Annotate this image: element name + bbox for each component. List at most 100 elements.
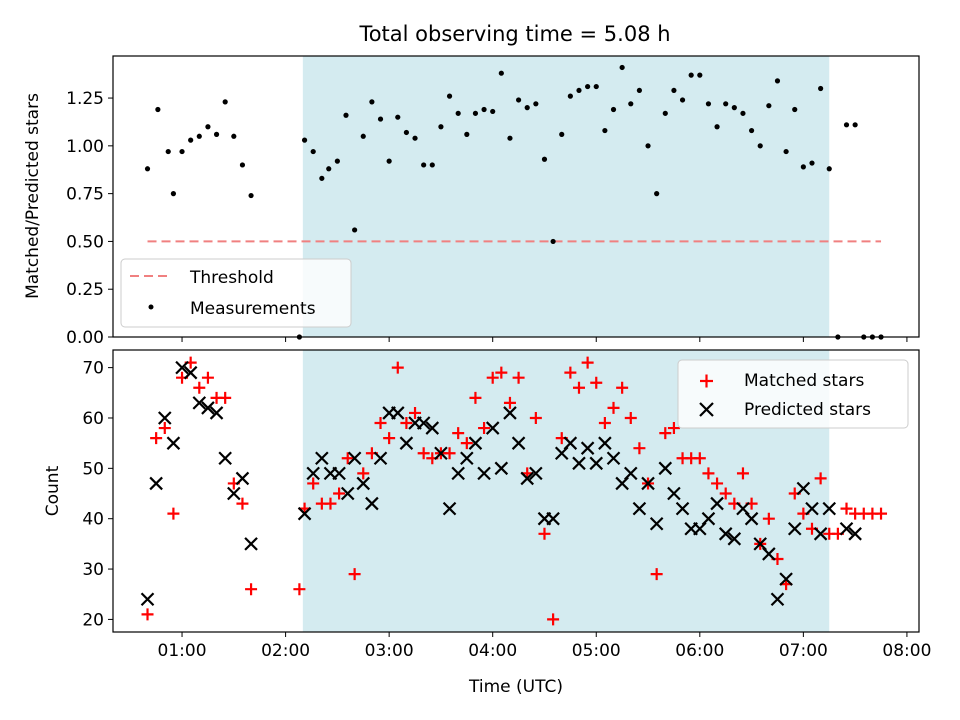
matched-point: [840, 502, 853, 515]
predicted-point: [710, 496, 724, 511]
predicted-point: [166, 436, 181, 450]
matched-point: [503, 396, 516, 409]
predicted-point: [149, 476, 163, 491]
measurement-point: [395, 114, 401, 120]
y-tick-label: 1.25: [66, 89, 104, 109]
measurements-legend-swatch: [148, 304, 154, 310]
predicted-point: [235, 471, 250, 486]
predicted-point: [779, 572, 793, 586]
measurement-point: [636, 87, 643, 94]
predicted-point: [546, 511, 560, 526]
x-tick-label: 02:00: [261, 641, 310, 661]
ratio-legend-box: [120, 258, 352, 328]
measurement-point: [852, 122, 858, 128]
measurement-point: [222, 99, 228, 105]
matched-point: [702, 467, 715, 480]
predicted-point: [365, 496, 379, 511]
measurement-point: [481, 106, 487, 113]
predicted-point: [399, 436, 414, 450]
measurement-point: [498, 70, 504, 76]
matched-point: [564, 366, 577, 379]
matched-point: [624, 411, 637, 424]
measurement-point: [654, 191, 660, 197]
predicted-point: [227, 486, 241, 501]
measurement-point: [800, 164, 806, 170]
count-legend-box: [677, 359, 909, 429]
measurement-point: [412, 135, 418, 141]
measurement-point: [310, 148, 316, 155]
measurement-point: [188, 137, 194, 143]
measurement-point: [403, 129, 410, 136]
measurement-point: [239, 162, 246, 168]
measurement-point: [429, 162, 435, 168]
predicted-legend-swatch: [699, 402, 714, 417]
matched-point: [598, 417, 611, 430]
matched-point: [391, 361, 404, 374]
predicted-point: [460, 451, 474, 466]
predicted-point: [315, 451, 329, 466]
measurement-point: [213, 131, 220, 137]
count-y-axis: 20 30 40 50 60 70: [82, 359, 113, 630]
ratio-legend: Threshold Measurements: [120, 258, 352, 328]
predicted-point: [356, 476, 371, 491]
measurement-point: [774, 78, 781, 84]
predicted-point: [175, 360, 189, 375]
measurement-point: [464, 131, 470, 137]
x-tick-label: 03:00: [365, 641, 414, 661]
measurement-point: [343, 112, 349, 118]
measurement-point: [541, 156, 548, 162]
predicted-point: [580, 441, 595, 455]
matched-point: [324, 497, 337, 510]
predicted-point: [511, 436, 526, 450]
measurement-point: [446, 93, 453, 99]
shaded-interval: [302, 56, 830, 337]
predicted-point: [347, 451, 362, 466]
predicted-point: [306, 466, 320, 481]
measurement-point: [533, 101, 539, 107]
predicted-point: [192, 396, 207, 410]
predicted-point: [157, 411, 172, 425]
predicted-point: [787, 521, 802, 536]
matched-point: [693, 452, 706, 465]
measurement-point: [455, 110, 461, 116]
predicted-stars-series: [140, 360, 862, 607]
measurement-point: [155, 106, 161, 113]
count-panel-frame: [112, 349, 920, 633]
measurement-point: [714, 124, 720, 130]
matched-legend-swatch: [700, 374, 713, 388]
matched-point: [460, 437, 473, 450]
measurement-point: [179, 148, 185, 155]
y-tick-label: 0.25: [66, 280, 104, 300]
predicted-point: [416, 416, 431, 430]
matched-point: [374, 417, 387, 430]
y-tick-label: 1.00: [66, 137, 104, 157]
count-panel: 20 30 40 50 60 70 01:00 02:00 03:00 04:00 05:00 06…: [43, 349, 931, 697]
predicted-point: [796, 481, 811, 496]
matched-legend-label: Matched stars: [744, 371, 864, 391]
x-tick-label: 07:00: [779, 641, 828, 661]
measurement-point: [490, 108, 496, 115]
predicted-point: [744, 511, 759, 526]
matched-point: [245, 583, 258, 596]
measurement-point: [576, 87, 582, 94]
matched-point: [590, 376, 603, 389]
matched-point: [633, 442, 646, 455]
measurement-point: [593, 83, 599, 90]
y-tick-label: 60: [82, 409, 104, 429]
measurement-point: [515, 97, 522, 103]
predicted-legend-label: Predicted stars: [744, 400, 871, 420]
matched-point: [469, 391, 482, 404]
y-tick-label: 0.00: [66, 328, 104, 348]
measurement-point: [352, 227, 358, 233]
predicted-point: [606, 451, 621, 466]
predicted-point: [623, 466, 638, 481]
ratio-y-axis-label: Matched/Predicted stars: [23, 93, 43, 299]
x-tick-label: 06:00: [675, 641, 724, 661]
predicted-point: [529, 466, 543, 481]
measurement-point: [334, 158, 340, 164]
matched-point: [650, 568, 663, 581]
measurement-point: [757, 143, 763, 149]
predicted-point: [297, 506, 312, 521]
predicted-point: [641, 476, 655, 491]
